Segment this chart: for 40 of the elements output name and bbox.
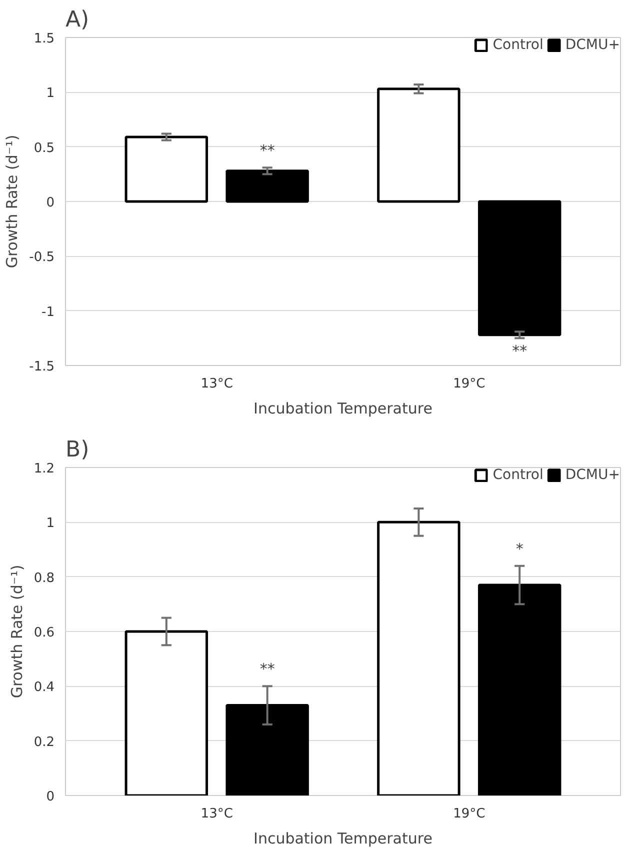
bar (377, 88, 460, 203)
y-tick-label: 0 (46, 196, 55, 210)
y-tick-label: 1.5 (34, 32, 55, 46)
x-axis-title: Incubation Temperature (254, 830, 432, 848)
y-tick-label: 0.2 (34, 734, 55, 750)
x-tick-label: 13°C (200, 806, 233, 822)
y-tick-label: -0.5 (29, 250, 55, 266)
bar (124, 630, 208, 796)
bar (124, 136, 208, 203)
x-tick-label: 19°C (453, 376, 486, 392)
y-tick-label: 0 (46, 790, 55, 804)
y-tick-label: 0.4 (34, 680, 55, 696)
legend-label: DCMU+ (565, 467, 620, 483)
bar (226, 704, 309, 796)
x-tick-label: 19°C (453, 806, 486, 822)
annotation: ** (260, 660, 276, 678)
bar (377, 520, 460, 796)
chart-title: B) (66, 438, 90, 462)
legend-label: Control (492, 37, 544, 53)
y-tick-label: -1.5 (29, 360, 55, 374)
y-tick-label: 1 (46, 86, 55, 102)
bar (478, 584, 562, 796)
annotation: ** (260, 142, 276, 160)
bar (478, 200, 562, 336)
chart-title: A) (66, 8, 90, 32)
y-tick-label: 1 (46, 516, 55, 532)
legend-label: Control (492, 467, 544, 483)
y-tick-label: 0.6 (34, 626, 55, 640)
annotation: * (516, 540, 524, 558)
y-axis-title: Growth Rate (d⁻¹) (8, 564, 26, 698)
y-tick-label: -1 (42, 304, 55, 320)
legend-label: DCMU+ (565, 37, 620, 53)
x-axis-title: Incubation Temperature (254, 400, 432, 418)
y-tick-label: 0.5 (34, 140, 55, 156)
y-tick-label: 0.8 (34, 570, 55, 586)
x-tick-label: 13°C (200, 376, 233, 392)
y-axis-title: Growth Rate (d⁻¹) (3, 134, 22, 268)
bar (226, 170, 309, 203)
y-tick-label: 1.2 (34, 462, 55, 476)
annotation: ** (512, 342, 528, 360)
